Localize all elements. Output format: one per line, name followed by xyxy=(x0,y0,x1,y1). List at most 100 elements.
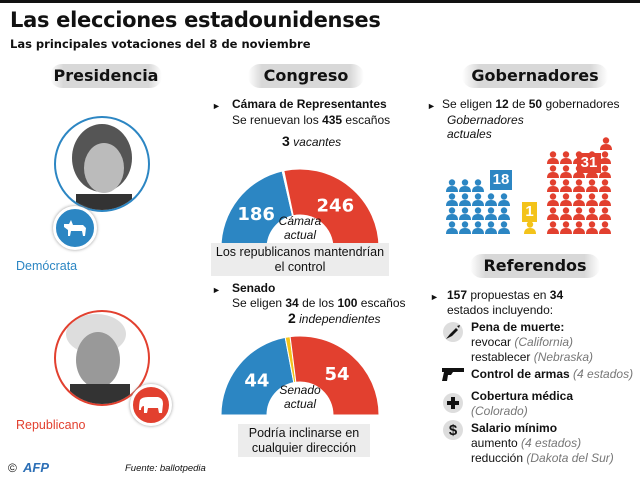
bullet-icon: ► xyxy=(430,292,439,302)
governor-dem-icon xyxy=(485,221,497,239)
medical-cross-icon xyxy=(443,393,463,413)
governor-rep-icon xyxy=(599,179,611,197)
governor-dem-icon xyxy=(459,179,471,197)
governor-dem-icon xyxy=(459,193,471,211)
page-subtitle: Las principales votaciones del 8 de novi… xyxy=(10,37,311,51)
governor-dem-icon xyxy=(485,193,497,211)
house-dem-segment-label: 186 xyxy=(237,204,275,225)
governor-dem-icon xyxy=(472,179,484,197)
governor-rep-icon xyxy=(573,193,585,211)
governor-dem-icon xyxy=(459,207,471,225)
governor-rep-icon xyxy=(573,207,585,225)
referendos-line: 157 propuestas en 34 estados incluyendo: xyxy=(447,288,564,317)
governor-dem-icon xyxy=(459,221,471,239)
referendum-gun-control: Control de armas (4 estados) xyxy=(471,367,634,381)
syringe-icon xyxy=(443,322,463,342)
democrat-candidate-portrait xyxy=(54,116,150,212)
governor-dem-icon xyxy=(472,207,484,225)
governor-dem-icon xyxy=(472,221,484,239)
source-note: Fuente: ballotpedia xyxy=(125,463,206,474)
senado-title: Senado xyxy=(232,281,276,295)
governor-rep-icon xyxy=(599,221,611,239)
camara-seat-chart: 186 246 xyxy=(220,168,380,249)
governors-rep-count: 31 xyxy=(577,153,601,173)
governors-dem-count: 18 xyxy=(490,170,512,190)
referendum-minimum-wage: Salario mínimo aumento (4 estados) reducci… xyxy=(471,421,614,465)
presidencia-header: Presidencia xyxy=(50,64,162,88)
bullet-icon: ► xyxy=(212,101,221,111)
page-title: Las elecciones estadounidenses xyxy=(10,8,381,32)
referendum-healthcare: Cobertura médica (Colorado) xyxy=(471,389,574,418)
dollar-icon: $ xyxy=(443,420,463,440)
governor-rep-icon xyxy=(547,207,559,225)
governor-rep-icon xyxy=(560,165,572,183)
governor-dem-icon xyxy=(446,207,458,225)
governor-rep-icon xyxy=(573,221,585,239)
gobernadores-line: Se eligen 12 de 50 gobernadores xyxy=(442,97,620,111)
republican-label: Republicano xyxy=(16,418,86,432)
referendum-death-penalty: Pena de muerte: revocar (California) resta… xyxy=(471,320,594,364)
governor-dem-icon xyxy=(498,193,510,211)
governor-rep-icon xyxy=(573,179,585,197)
governor-dem-icon xyxy=(498,207,510,225)
governor-rep-icon xyxy=(599,165,611,183)
gun-icon xyxy=(441,366,465,387)
senate-rep-segment-label: 54 xyxy=(325,364,350,385)
senado-independents: 2 independientes xyxy=(288,310,381,327)
governor-rep-icon xyxy=(560,207,572,225)
camara-title: Cámara de Representantes xyxy=(232,97,387,111)
governor-dem-icon xyxy=(446,221,458,239)
top-bar xyxy=(0,0,640,3)
governor-rep-icon xyxy=(547,221,559,239)
donkey-icon xyxy=(53,206,97,250)
governor-rep-icon xyxy=(599,151,611,169)
elephant-icon xyxy=(130,384,172,426)
governors-ind-count: 1 xyxy=(522,202,537,222)
governor-rep-icon xyxy=(560,221,572,239)
senate-rep-segment xyxy=(289,335,380,416)
governor-rep-icon xyxy=(586,193,598,211)
senado-seat-chart: 44 54 xyxy=(220,335,380,416)
governor-rep-icon xyxy=(547,151,559,169)
senate-dem-segment-label: 44 xyxy=(244,370,269,391)
senado-center-label: Senado actual xyxy=(279,383,321,411)
camara-center-label: Cámara actual xyxy=(278,214,322,242)
governor-dem-icon xyxy=(498,221,510,239)
governor-rep-icon xyxy=(600,137,612,155)
governor-dem-icon xyxy=(446,193,458,211)
governor-rep-icon xyxy=(586,221,598,239)
afp-logo: AFP xyxy=(23,460,49,475)
bullet-icon: ► xyxy=(212,285,221,295)
governor-dem-icon xyxy=(485,207,497,225)
governor-ind-icon xyxy=(524,221,536,239)
governor-rep-icon xyxy=(560,193,572,211)
republican-candidate-portrait xyxy=(54,310,150,406)
governor-rep-icon xyxy=(560,151,572,169)
governor-rep-icon xyxy=(586,179,598,197)
governor-rep-icon xyxy=(560,179,572,197)
bullet-icon: ► xyxy=(427,101,436,111)
governor-rep-icon xyxy=(599,193,611,211)
house-dem-segment xyxy=(220,170,294,249)
senado-note: Podría inclinarse en cualquier dirección xyxy=(238,424,370,457)
congreso-header: Congreso xyxy=(248,64,364,88)
senado-seats-line: Se eligen 34 de los 100 escaños xyxy=(232,296,406,310)
governor-rep-icon xyxy=(547,165,559,183)
camara-note: Los republicanos mantendrían el control xyxy=(211,243,389,276)
gobernadores-sub: Gobernadores actuales xyxy=(447,113,524,141)
house-rep-segment xyxy=(283,168,380,249)
gobernadores-header: Gobernadores xyxy=(462,64,608,88)
governor-rep-icon xyxy=(547,193,559,211)
democrat-label: Demócrata xyxy=(16,259,78,273)
governor-dem-icon xyxy=(472,193,484,211)
senate-dem-segment xyxy=(220,336,295,416)
copyright-symbol: © xyxy=(8,461,17,475)
camara-seats-line: Se renuevan los 435 escaños xyxy=(232,113,391,127)
referendos-header: Referendos xyxy=(470,254,600,278)
governor-rep-icon xyxy=(547,179,559,197)
camara-vacancies: 3 vacantes xyxy=(282,133,342,150)
house-rep-segment-label: 246 xyxy=(317,196,355,217)
governor-dem-icon xyxy=(446,179,458,197)
governor-rep-icon xyxy=(599,207,611,225)
governor-rep-icon xyxy=(586,207,598,225)
